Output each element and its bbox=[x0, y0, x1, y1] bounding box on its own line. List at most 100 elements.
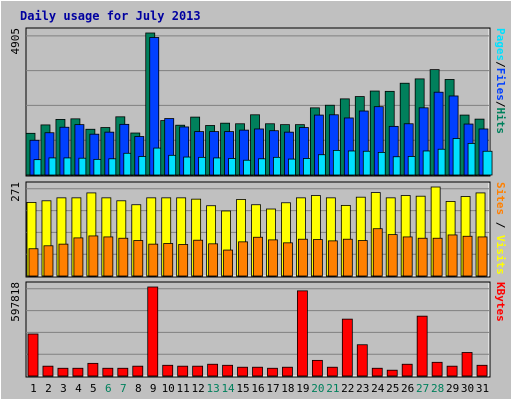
x-tick-label-day-3: 3 bbox=[60, 382, 67, 395]
bar-sites-day-21 bbox=[327, 240, 338, 277]
bar-sites-day-5 bbox=[88, 235, 99, 277]
x-tick-label-day-8: 8 bbox=[135, 382, 142, 395]
x-tick-label-day-13: 13 bbox=[206, 382, 219, 395]
side-label-part: Pages bbox=[494, 28, 507, 61]
bar-kbytes-day-12 bbox=[192, 365, 204, 377]
bar-kbytes-day-27 bbox=[416, 315, 428, 377]
bar-sites-day-15 bbox=[238, 241, 248, 277]
bar-sites-day-24 bbox=[372, 228, 383, 277]
panel-pages-files-hits: 4905 Pages/Files/Hits bbox=[9, 27, 507, 177]
bar-sites-day-31 bbox=[477, 236, 488, 277]
chart-panels: 4905 Pages/Files/Hits 271 Sites / Visits 597… bbox=[9, 27, 507, 378]
side-label: Pages/Files/Hits bbox=[494, 28, 507, 134]
x-tick-label-day-21: 21 bbox=[326, 382, 339, 395]
bar-kbytes-day-19 bbox=[297, 290, 308, 377]
x-tick-label-day-29: 29 bbox=[446, 382, 459, 395]
bar-kbytes-day-1 bbox=[27, 333, 39, 377]
bar-kbytes-day-2 bbox=[42, 365, 54, 377]
x-tick-label-day-26: 26 bbox=[401, 382, 414, 395]
x-tick-label-day-31: 31 bbox=[476, 382, 489, 395]
bar-kbytes-day-5 bbox=[87, 362, 99, 377]
bar-kbytes-day-20 bbox=[311, 359, 323, 377]
side-label-part: / bbox=[494, 61, 507, 68]
bar-sites-day-19 bbox=[298, 238, 308, 277]
bar-sites-day-27 bbox=[417, 237, 428, 277]
x-tick-label-day-4: 4 bbox=[75, 382, 82, 395]
x-tick-label-day-7: 7 bbox=[120, 382, 127, 395]
bar-kbytes-day-28 bbox=[431, 361, 443, 377]
x-tick-label-day-12: 12 bbox=[192, 382, 205, 395]
x-tick-label-day-24: 24 bbox=[371, 382, 385, 395]
x-tick-label-day-22: 22 bbox=[341, 382, 354, 395]
x-tick-label-day-18: 18 bbox=[281, 382, 294, 395]
bar-kbytes-day-4 bbox=[72, 367, 84, 377]
bar-sites-day-17 bbox=[268, 239, 278, 277]
y-max-label: 271 bbox=[9, 182, 22, 202]
bar-sites-day-12 bbox=[193, 239, 204, 277]
bar-kbytes-day-9 bbox=[147, 286, 159, 377]
bar-kbytes-day-24 bbox=[371, 367, 383, 377]
x-tick-label-day-28: 28 bbox=[431, 382, 444, 395]
x-tick-label-day-15: 15 bbox=[236, 382, 249, 395]
bar-kbytes-day-23 bbox=[356, 344, 368, 377]
bar-kbytes-day-16 bbox=[252, 366, 263, 377]
bar-kbytes-day-25 bbox=[386, 369, 398, 377]
bar-pages-day-31 bbox=[482, 150, 493, 176]
bar-kbytes-day-31 bbox=[476, 364, 488, 377]
x-tick-label-day-14: 14 bbox=[221, 382, 235, 395]
x-tick-label-day-11: 11 bbox=[177, 382, 190, 395]
bar-sites-day-23 bbox=[357, 240, 368, 277]
x-tick-label-day-23: 23 bbox=[356, 382, 369, 395]
side-label: Sites / Visits bbox=[494, 182, 507, 275]
bar-sites-day-22 bbox=[342, 238, 353, 277]
bar-sites-day-2 bbox=[43, 245, 54, 277]
x-tick-label-day-9: 9 bbox=[150, 382, 157, 395]
x-tick-label-day-17: 17 bbox=[266, 382, 279, 395]
bar-sites-day-13 bbox=[208, 243, 219, 277]
bar-sites-day-20 bbox=[312, 239, 323, 277]
bar-kbytes-day-29 bbox=[446, 365, 458, 377]
bar-kbytes-day-7 bbox=[117, 367, 129, 377]
chart-title: Daily usage for July 2013 bbox=[20, 9, 201, 23]
panel-frame bbox=[25, 281, 491, 378]
bar-kbytes-day-26 bbox=[401, 363, 413, 377]
x-tick-label-day-19: 19 bbox=[296, 382, 309, 395]
bar-kbytes-day-17 bbox=[267, 367, 278, 377]
bar-kbytes-day-6 bbox=[102, 367, 114, 377]
bar-kbytes-day-30 bbox=[461, 352, 473, 377]
bar-kbytes-day-18 bbox=[282, 366, 293, 377]
x-tick-label-day-5: 5 bbox=[90, 382, 97, 395]
side-label-part: KBytes bbox=[494, 282, 507, 322]
side-label-part: / bbox=[494, 101, 507, 108]
x-tick-label-day-1: 1 bbox=[30, 382, 37, 395]
bar-kbytes-day-13 bbox=[207, 363, 219, 377]
bar-sites-day-9 bbox=[148, 243, 159, 277]
bar-sites-day-10 bbox=[163, 243, 174, 277]
side-label-part: Sites bbox=[494, 182, 507, 215]
bar-sites-day-28 bbox=[432, 237, 443, 277]
bar-kbytes-day-3 bbox=[57, 367, 69, 377]
bar-sites-day-25 bbox=[387, 234, 398, 277]
bar-sites-day-3 bbox=[58, 243, 69, 277]
bar-kbytes-day-10 bbox=[162, 364, 174, 377]
x-tick-label-day-25: 25 bbox=[386, 382, 399, 395]
side-label-part: / bbox=[494, 215, 507, 235]
bar-sites-day-8 bbox=[133, 240, 144, 277]
x-tick-label-day-16: 16 bbox=[251, 382, 264, 395]
bar-sites-day-26 bbox=[402, 236, 413, 277]
bar-sites-day-30 bbox=[462, 235, 473, 277]
side-label-part: Files bbox=[494, 68, 507, 101]
bar-sites-day-4 bbox=[73, 237, 84, 277]
bar-kbytes-day-8 bbox=[132, 365, 144, 377]
x-tick-label-day-2: 2 bbox=[45, 382, 52, 395]
y-max-label: 597818 bbox=[9, 282, 22, 322]
bar-kbytes-day-14 bbox=[222, 364, 233, 377]
bar-sites-day-11 bbox=[178, 244, 189, 277]
bar-sites-day-14 bbox=[223, 249, 233, 277]
bar-sites-day-1 bbox=[28, 248, 39, 277]
panel-kbytes: 597818 KBytes bbox=[9, 281, 507, 378]
side-label-part: Visits bbox=[494, 235, 507, 275]
y-max-label: 4905 bbox=[9, 28, 22, 55]
